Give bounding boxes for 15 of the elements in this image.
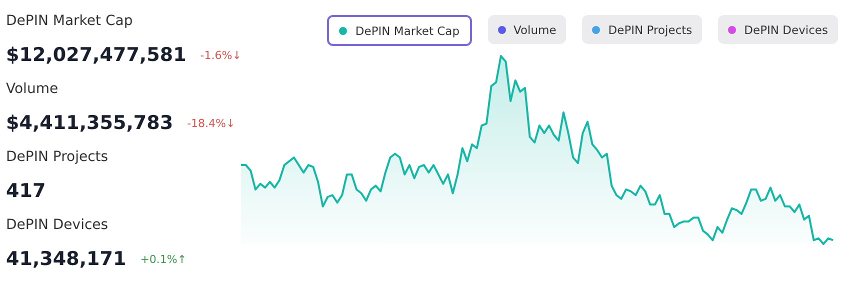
text: Volume [488, 15, 566, 44]
text: -18.4%↓ [187, 116, 236, 130]
text: 417 [6, 180, 46, 202]
legend-label: DePIN Market Cap [327, 15, 472, 46]
text: DePIN Projects [6, 148, 110, 167]
text: $4,411,355,783 [6, 112, 174, 134]
text: DePIN Market Cap [6, 12, 134, 31]
text: Volume [6, 80, 60, 99]
text: $12,027,477,581 [6, 44, 186, 66]
text: 41,348,171 [6, 248, 126, 270]
annotation: -1.6%↓ [200, 48, 242, 62]
text: DePIN Devices [6, 216, 110, 235]
text: DePIN Devices [718, 15, 838, 44]
text: DePIN Projects [582, 15, 702, 44]
text: +0.1%↑ [140, 252, 187, 266]
